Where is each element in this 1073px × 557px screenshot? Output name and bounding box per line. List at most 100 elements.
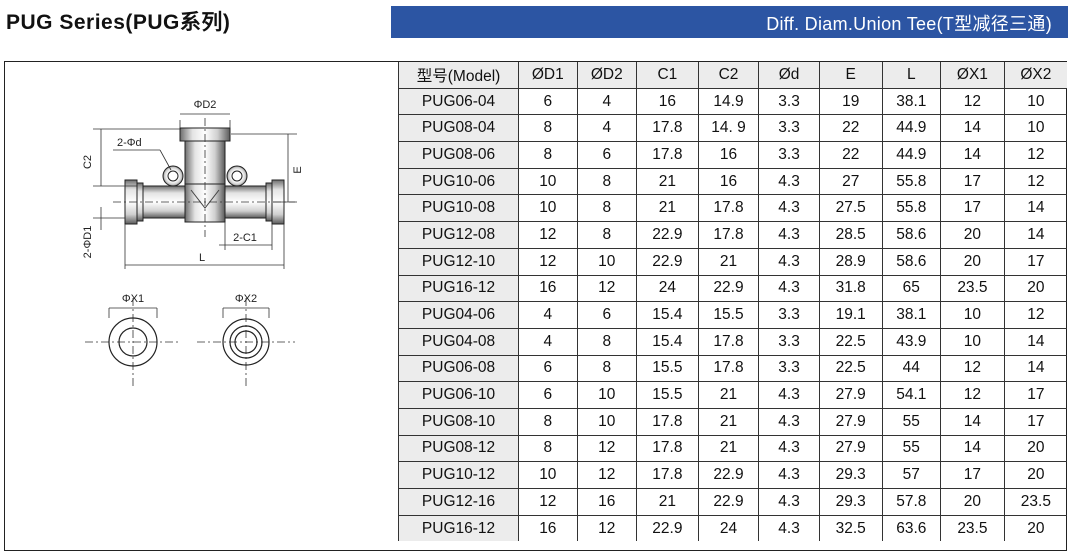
table-cell: 44.9 (881, 114, 942, 143)
table-cell: 3.3 (758, 141, 820, 169)
table-cell: 15.5 (636, 354, 699, 383)
table-row: PUG06-10 6 10 15.5 21 4.3 27.9 54.1 12 1… (397, 381, 1067, 409)
product-title: Diff. Diam.Union Tee(T型减径三通) (766, 14, 1052, 34)
col-header: ØD1 (518, 62, 578, 89)
table-cell: 17.8 (636, 141, 699, 169)
table-cell: 20 (1003, 514, 1067, 542)
table-cell: 12 (576, 461, 638, 489)
table-cell: 22.9 (636, 221, 699, 249)
table-row: PUG10-06 10 8 21 16 4.3 27 55.8 17 12 (397, 167, 1067, 196)
table-cell: 17 (1003, 381, 1067, 409)
table-cell: 57 (881, 461, 942, 489)
technical-drawing: ΦD2 2-Φd C2 E 2-ΦD1 2-C1 L ΦX1 ΦX2 (82, 99, 304, 387)
table-row: PUG08-04 8 4 17.8 14. 9 3.3 22 44.9 14 1… (397, 114, 1067, 143)
table-cell: 10 (518, 167, 578, 196)
table-cell: 10 (518, 461, 578, 489)
table-cell: PUG04-06 (397, 301, 520, 329)
table-cell: 28.5 (818, 221, 883, 249)
table-cell: PUG08-10 (397, 407, 520, 436)
table-cell: 58.6 (881, 247, 942, 276)
table-cell: 20 (940, 247, 1005, 276)
table-cell: 20 (1003, 274, 1067, 303)
table-cell: 4.3 (758, 434, 820, 463)
table-cell: 32.5 (818, 514, 883, 542)
table-cell: 12 (518, 221, 578, 249)
table-cell: 4.3 (758, 194, 820, 223)
table-cell: 55.8 (881, 167, 942, 196)
table-cell: 44 (881, 354, 942, 383)
table-cell: 17 (940, 167, 1005, 196)
table-cell: 4.3 (758, 221, 820, 249)
table-cell: 12 (518, 488, 578, 516)
label-l: L (199, 252, 205, 264)
table-cell: 17 (1003, 407, 1067, 436)
col-header: E (818, 62, 883, 89)
table-cell: 17 (940, 461, 1005, 489)
table-cell: 43.9 (881, 327, 942, 356)
table-cell: PUG10-06 (397, 167, 520, 196)
spec-frame: ΦD2 2-Φd C2 E 2-ΦD1 2-C1 L ΦX1 ΦX2 型号(Mo… (4, 61, 1067, 551)
table-cell: 8 (576, 354, 638, 383)
table-cell: 12 (940, 354, 1005, 383)
table-cell: 3.3 (758, 301, 820, 329)
table-cell: 12 (1003, 301, 1067, 329)
table-cell: 3.3 (758, 87, 820, 116)
table-cell: 12 (518, 247, 578, 276)
label-d2: ΦD2 (194, 99, 217, 111)
table-cell: PUG12-10 (397, 247, 520, 276)
dimension-lines (93, 113, 297, 318)
table-cell: 8 (576, 167, 638, 196)
label-e: E (292, 166, 304, 173)
table-cell: 3.3 (758, 327, 820, 356)
table-cell: 12 (1003, 141, 1067, 169)
table-row: PUG08-06 8 6 17.8 16 3.3 22 44.9 14 12 (397, 141, 1067, 169)
table-cell: 10 (576, 247, 638, 276)
label-c2: C2 (82, 155, 94, 169)
table-cell: 6 (576, 301, 638, 329)
table-cell: 12 (1003, 167, 1067, 196)
table-cell: 57.8 (881, 488, 942, 516)
table-cell: 22.9 (636, 514, 699, 542)
table-cell: 16 (518, 514, 578, 542)
table-cell: 22 (818, 114, 883, 143)
table-cell: 24 (636, 274, 699, 303)
series-title: PUG Series(PUG系列) (6, 11, 231, 34)
table-cell: 44.9 (881, 141, 942, 169)
table-cell: 12 (576, 434, 638, 463)
table-cell: PUG08-12 (397, 434, 520, 463)
table-cell: PUG04-08 (397, 327, 520, 356)
table-row: PUG16-12 16 12 24 22.9 4.3 31.8 65 23.5 … (397, 274, 1067, 303)
table-cell: 10 (518, 194, 578, 223)
table-cell: 17.8 (636, 461, 699, 489)
table-cell: 23.5 (940, 274, 1005, 303)
table-row: PUG10-08 10 8 21 17.8 4.3 27.5 55.8 17 1… (397, 194, 1067, 223)
col-header: 型号(Model) (397, 62, 520, 89)
table-cell: 22.5 (818, 327, 883, 356)
table-cell: 4.3 (758, 461, 820, 489)
table-cell: 4 (518, 327, 578, 356)
table-cell: 16 (636, 87, 699, 116)
table-cell: 12 (576, 274, 638, 303)
table-cell: 10 (940, 301, 1005, 329)
table-cell: 21 (636, 194, 699, 223)
product-title-bar: Diff. Diam.Union Tee(T型减径三通) (391, 6, 1068, 38)
table-cell: 14 (940, 407, 1005, 436)
table-cell: 4.3 (758, 167, 820, 196)
table-cell: 6 (518, 354, 578, 383)
table-cell: PUG16-12 (397, 274, 520, 303)
table-cell: 14 (1003, 221, 1067, 249)
table-cell: 14. 9 (697, 114, 760, 143)
table-cell: 10 (576, 407, 638, 436)
table-cell: 3.3 (758, 114, 820, 143)
table-cell: 12 (576, 514, 638, 542)
table-cell: 14.9 (697, 87, 760, 116)
table-cell: 4 (518, 301, 578, 329)
table-cell: 19.1 (818, 301, 883, 329)
col-header: C1 (636, 62, 699, 89)
table-cell: 4.3 (758, 381, 820, 409)
table-cell: 22.9 (697, 488, 760, 516)
table-cell: 4.3 (758, 274, 820, 303)
label-hole: 2-Φd (117, 137, 142, 149)
table-cell: 8 (518, 114, 578, 143)
table-cell: 65 (881, 274, 942, 303)
